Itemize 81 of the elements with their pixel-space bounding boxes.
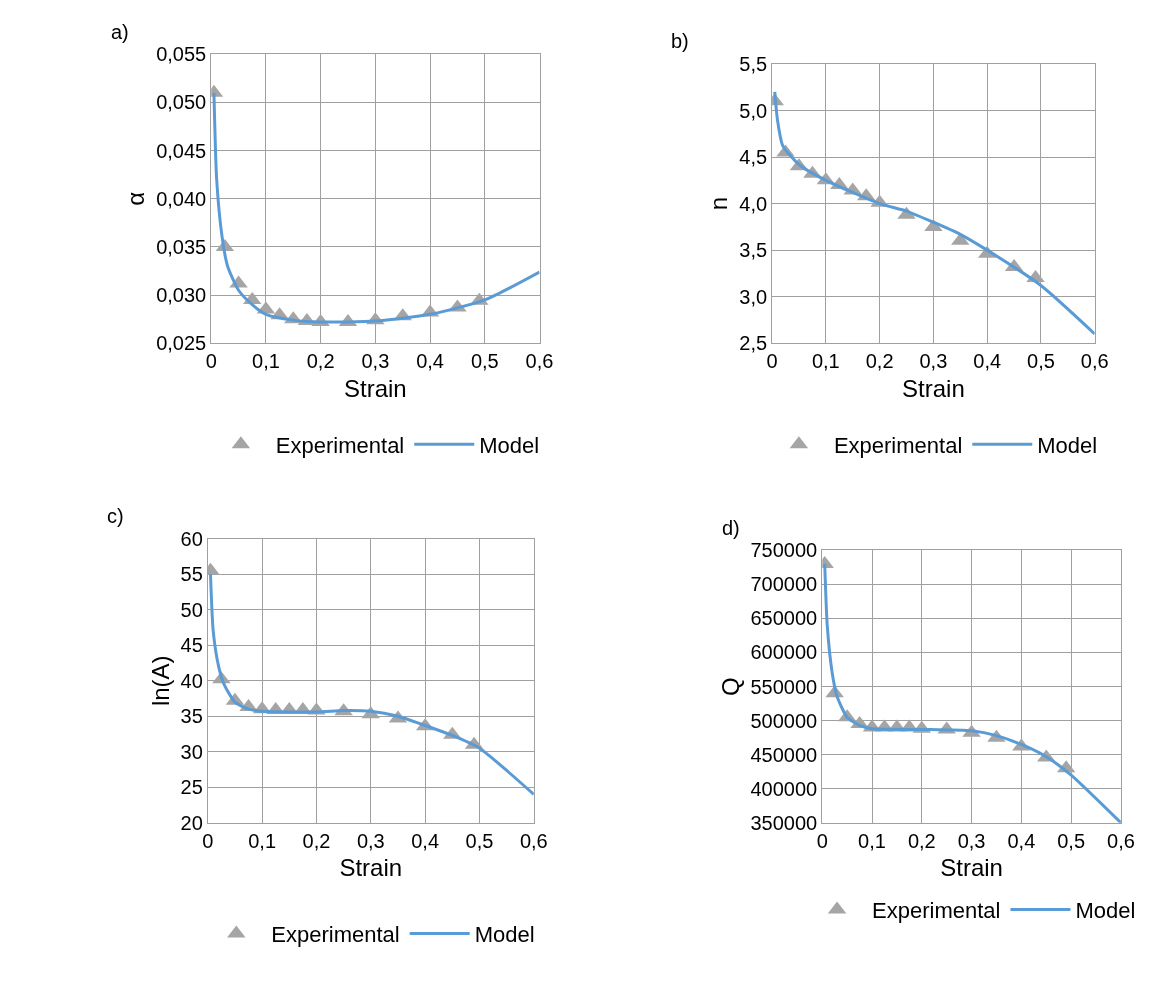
- y-tick-label: 650000: [750, 607, 818, 630]
- y-tick-label: 4,0: [739, 192, 768, 215]
- x-tick-label: 0,6: [519, 829, 548, 852]
- chart-title: a): [111, 21, 129, 43]
- x-tick-label: 0: [816, 829, 828, 852]
- x-axis-title: Strain: [344, 374, 407, 402]
- chart-title: b): [671, 30, 689, 52]
- x-tick-label: 0: [205, 350, 217, 373]
- y-tick-label: 5,5: [739, 52, 768, 75]
- y-tick-label: 0,040: [156, 187, 207, 210]
- x-tick-label: 0,1: [252, 350, 280, 373]
- x-tick-label: 0,6: [525, 350, 554, 373]
- y-tick-label: 30: [180, 740, 203, 763]
- y-axis-title: ln(A): [146, 655, 174, 707]
- x-tick-label: 0,3: [356, 829, 385, 852]
- y-tick-label: 0,050: [156, 91, 207, 114]
- legend-label: Experimental: [872, 898, 1001, 924]
- y-tick-label: 60: [180, 527, 203, 550]
- x-tick-label: 0,6: [1107, 829, 1135, 852]
- x-tick-label: 0,6: [1080, 350, 1109, 373]
- line-series: [773, 90, 1095, 336]
- x-axis-title: Strain: [339, 854, 403, 882]
- y-tick-label: 700000: [750, 573, 818, 596]
- y-tick-label: 25: [180, 776, 203, 799]
- legend-label: Experimental: [833, 432, 963, 458]
- y-tick-label: 35: [180, 705, 203, 728]
- y-tick-label: 550000: [750, 675, 818, 698]
- y-tick-label: 750000: [750, 539, 818, 562]
- x-tick-label: 0: [202, 829, 214, 852]
- x-tick-label: 0,2: [306, 350, 335, 373]
- y-tick-label: 20: [180, 811, 203, 834]
- chart-title: d): [722, 517, 740, 539]
- legend-label: Experimental: [275, 432, 405, 458]
- x-tick-label: 0,1: [811, 350, 840, 373]
- y-tick-label: 55: [180, 563, 203, 586]
- x-tick-label: 0,2: [907, 829, 936, 852]
- legend-label: Experimental: [271, 922, 400, 948]
- x-tick-label: 0,4: [411, 829, 440, 852]
- legend-label: Model: [1075, 898, 1136, 924]
- x-tick-label: 0,5: [1057, 829, 1086, 852]
- y-tick-label: 500000: [750, 709, 818, 732]
- legend-label: Model: [479, 432, 540, 458]
- x-tick-label: 0,4: [1007, 829, 1036, 852]
- x-tick-label: 0,4: [416, 350, 444, 373]
- legend-label: Model: [474, 922, 535, 948]
- y-tick-label: 0,025: [156, 332, 207, 355]
- y-axis-title: α: [122, 191, 150, 206]
- x-tick-label: 0,2: [865, 350, 894, 373]
- y-tick-label: 0,045: [156, 139, 207, 162]
- x-axis-title: Strain: [940, 854, 1003, 882]
- x-tick-label: 0,5: [470, 350, 499, 373]
- y-tick-label: 0,035: [156, 235, 207, 258]
- y-tick-label: 600000: [750, 641, 818, 664]
- x-axis-title: Strain: [902, 374, 965, 402]
- y-axis-title: Q: [716, 677, 744, 696]
- y-axis-title: n: [705, 196, 733, 211]
- y-tick-label: 450000: [750, 743, 818, 766]
- x-tick-label: 0,3: [919, 350, 948, 373]
- y-tick-label: 2,5: [739, 332, 768, 355]
- x-tick-label: 0,3: [957, 829, 986, 852]
- legend-label: Model: [1037, 432, 1098, 458]
- x-tick-label: 0,5: [1027, 350, 1055, 373]
- x-tick-label: 0,4: [973, 350, 1002, 373]
- x-tick-label: 0: [766, 350, 778, 373]
- x-tick-label: 0,2: [302, 829, 331, 852]
- chart-title: c): [107, 505, 124, 527]
- y-tick-label: 0,030: [156, 284, 207, 307]
- y-tick-label: 3,0: [739, 285, 768, 308]
- y-tick-label: 350000: [750, 811, 818, 834]
- y-tick-label: 45: [180, 634, 203, 657]
- y-tick-label: 5,0: [739, 99, 768, 122]
- y-tick-label: 0,055: [156, 43, 207, 66]
- x-tick-label: 0,3: [361, 350, 390, 373]
- x-tick-label: 0,1: [858, 829, 886, 852]
- y-tick-label: 4,5: [739, 146, 768, 169]
- y-tick-label: 3,5: [739, 239, 768, 262]
- x-tick-label: 0,1: [248, 829, 277, 852]
- y-tick-label: 40: [180, 669, 203, 692]
- y-tick-label: 400000: [750, 777, 818, 800]
- y-tick-label: 50: [180, 598, 203, 621]
- x-tick-label: 0,5: [465, 829, 494, 852]
